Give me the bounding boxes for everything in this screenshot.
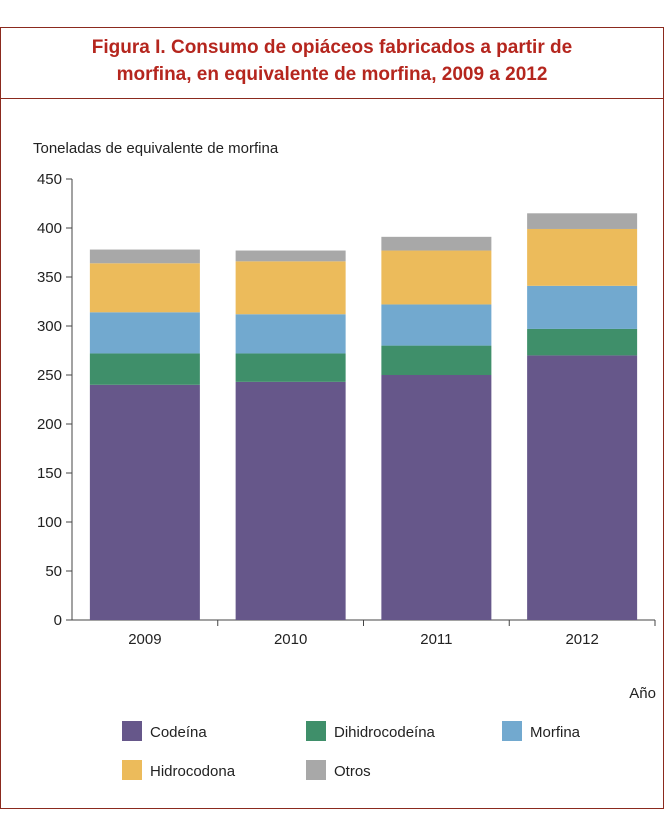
y-tick-label: 100 (37, 514, 62, 531)
bar-segment (235, 314, 346, 354)
legend-swatch (502, 721, 522, 741)
legend-swatch (122, 721, 142, 741)
bar-segment (527, 285, 638, 329)
bar-segment (381, 375, 492, 620)
y-tick-label: 400 (37, 220, 62, 237)
x-tick-label: 2012 (565, 631, 598, 648)
y-tick-label: 350 (37, 269, 62, 286)
bar-segment (89, 249, 200, 264)
chart-title: morfina, en equivalente de morfina, 2009… (117, 64, 548, 85)
bar-segment (381, 236, 492, 251)
y-tick-label: 250 (37, 367, 62, 384)
y-tick-label: 150 (37, 465, 62, 482)
y-tick-label: 300 (37, 318, 62, 335)
y-tick-label: 450 (37, 171, 62, 188)
bar-segment (527, 228, 638, 286)
bar-segment (89, 353, 200, 385)
bar-segment (381, 304, 492, 346)
x-tick-label: 2010 (274, 631, 307, 648)
legend-swatch (122, 760, 142, 780)
chart-title: Figura I. Consumo de opiáceos fabricados… (92, 37, 572, 58)
bar-segment (381, 250, 492, 305)
bar-segment (89, 384, 200, 620)
bar-segment (89, 312, 200, 354)
bar-segment (89, 263, 200, 313)
y-axis-label: Toneladas de equivalente de morfina (33, 140, 279, 157)
legend-swatch (306, 760, 326, 780)
y-tick-label: 50 (45, 563, 62, 580)
bar-segment (235, 353, 346, 382)
bar-segment (235, 250, 346, 262)
bar-segment (235, 381, 346, 620)
bar-segment (527, 213, 638, 229)
legend-swatch (306, 721, 326, 741)
legend-label: Dihidrocodeína (334, 724, 436, 741)
bar-segment (381, 345, 492, 375)
legend-label: Otros (334, 763, 371, 780)
bar-segment (527, 355, 638, 620)
legend-label: Morfina (530, 724, 581, 741)
legend-label: Hidrocodona (150, 763, 236, 780)
bar-segment (527, 328, 638, 356)
x-tick-label: 2011 (420, 631, 452, 648)
x-tick-label: 2009 (128, 631, 161, 648)
y-tick-label: 200 (37, 416, 62, 433)
bar-segment (235, 261, 346, 315)
y-tick-label: 0 (54, 612, 62, 629)
x-axis-label: Año (629, 685, 656, 702)
legend-label: Codeína (150, 724, 207, 741)
